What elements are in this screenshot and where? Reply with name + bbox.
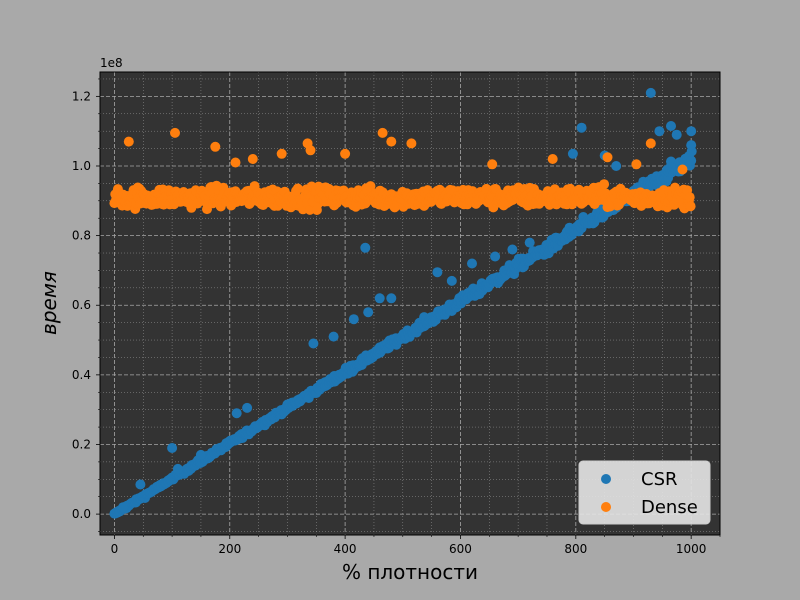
y-tick-label: 1.2 <box>72 89 91 103</box>
csr-point <box>172 463 183 474</box>
dense-point <box>123 136 134 147</box>
y-tick-label: 0.4 <box>72 368 91 382</box>
legend: CSR Dense <box>578 460 711 525</box>
dense-point <box>377 127 388 138</box>
dense-point <box>677 164 688 175</box>
csr-point <box>348 314 359 325</box>
dense-point <box>340 148 351 159</box>
csr-point <box>195 449 206 460</box>
dense-point <box>645 138 656 149</box>
dense-point <box>684 192 695 203</box>
x-axis-label: % плотности <box>342 560 478 584</box>
dense-point <box>304 204 315 215</box>
dense-point <box>599 179 610 190</box>
csr-point <box>567 148 578 159</box>
y-tick-label: 0.8 <box>72 229 91 243</box>
dense-point <box>487 159 498 170</box>
x-tick-label: 1000 <box>676 542 707 556</box>
dense-point <box>386 136 397 147</box>
dense-point <box>305 145 316 156</box>
x-tick-label: 800 <box>564 542 587 556</box>
legend-box <box>578 460 711 525</box>
y-tick-label: 1.0 <box>72 159 91 173</box>
legend-marker-csr <box>601 474 611 484</box>
csr-point <box>167 443 178 453</box>
csr-point <box>446 275 457 286</box>
dense-point <box>170 127 180 138</box>
csr-point <box>671 129 682 140</box>
dense-point <box>247 154 258 164</box>
dense-point <box>602 152 613 163</box>
dense-point <box>276 148 287 159</box>
csr-point <box>686 140 697 151</box>
csr-point <box>645 87 656 98</box>
legend-marker-dense <box>601 502 611 512</box>
csr-point <box>135 479 146 490</box>
x-tick-label: 0 <box>111 542 119 556</box>
dense-point <box>365 181 376 192</box>
csr-point <box>686 126 697 137</box>
csr-point <box>490 251 501 262</box>
csr-point <box>432 267 443 278</box>
dense-point <box>292 183 303 194</box>
y-tick-label: 0.0 <box>72 507 91 521</box>
csr-point <box>686 155 697 166</box>
dense-point <box>685 201 696 212</box>
csr-point <box>242 402 253 413</box>
data-points <box>109 87 697 519</box>
x-tick-label: 400 <box>334 542 357 556</box>
dense-point <box>406 138 417 149</box>
axis-ticks: 0 200 400 600 800 1000 0.0 0.2 0.4 0.6 0.8 1.0 1.2 <box>72 78 721 556</box>
plot-frame <box>99 71 721 536</box>
csr-point <box>666 121 676 131</box>
legend-label-csr: CSR <box>641 469 678 490</box>
y-offset-label: 1e8 <box>100 56 123 70</box>
csr-point <box>328 331 339 342</box>
csr-point <box>360 242 371 253</box>
legend-label-dense: Dense <box>641 497 698 518</box>
csr-point <box>611 161 622 171</box>
csr-point <box>231 408 242 419</box>
x-tick-label: 600 <box>449 542 472 556</box>
y-tick-label: 0.2 <box>72 437 91 451</box>
dense-point <box>210 141 221 152</box>
dense-point <box>547 154 558 164</box>
csr-point <box>467 258 477 269</box>
csr-point <box>576 122 587 133</box>
x-tick-label: 200 <box>218 542 241 556</box>
y-tick-label: 0.6 <box>72 298 91 312</box>
csr-point <box>524 237 535 248</box>
csr-point <box>118 502 129 513</box>
csr-point <box>654 126 665 137</box>
dense-point <box>631 159 642 170</box>
y-axis-label: время <box>37 271 61 335</box>
csr-point <box>507 244 518 255</box>
csr-point <box>363 307 374 318</box>
csr-point <box>386 293 397 304</box>
csr-point <box>374 293 385 304</box>
dense-point <box>230 157 241 168</box>
csr-point <box>308 338 319 349</box>
